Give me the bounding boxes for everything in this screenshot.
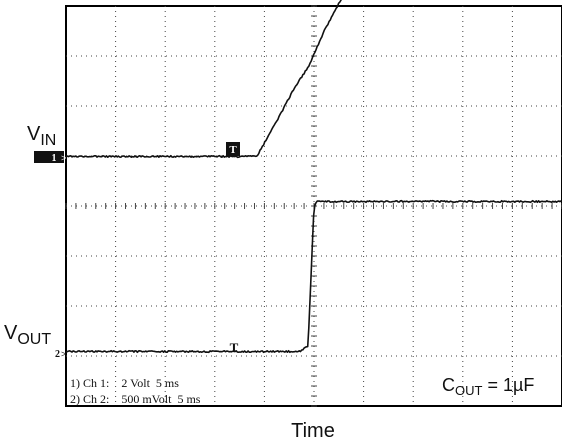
- vout-label: VOUT: [4, 322, 51, 348]
- vin-label: VIN: [27, 123, 56, 149]
- vout-trace: [65, 199, 562, 354]
- ch2-level-marker: 2 >: [55, 349, 66, 360]
- trigger-marker-ch1: T: [226, 142, 240, 156]
- x-axis-label: Time: [291, 420, 335, 442]
- svg-text:>: >: [61, 153, 66, 163]
- svg-text:>: >: [61, 349, 66, 359]
- svg-text:1: 1: [52, 153, 57, 164]
- ch2-settings-readout: 2) Ch 2: 500 mVolt 5 ms: [70, 392, 201, 406]
- ch1-level-marker: 1 >: [34, 151, 66, 164]
- cout-annotation: COUT = 1µF: [442, 375, 534, 398]
- trigger-marker-ch2: T: [230, 340, 239, 355]
- vin-trace: [65, 0, 342, 159]
- svg-text:2: 2: [55, 349, 60, 360]
- svg-text:T: T: [229, 144, 237, 156]
- ch1-settings-readout: 1) Ch 1: 2 Volt 5 ms: [70, 376, 179, 390]
